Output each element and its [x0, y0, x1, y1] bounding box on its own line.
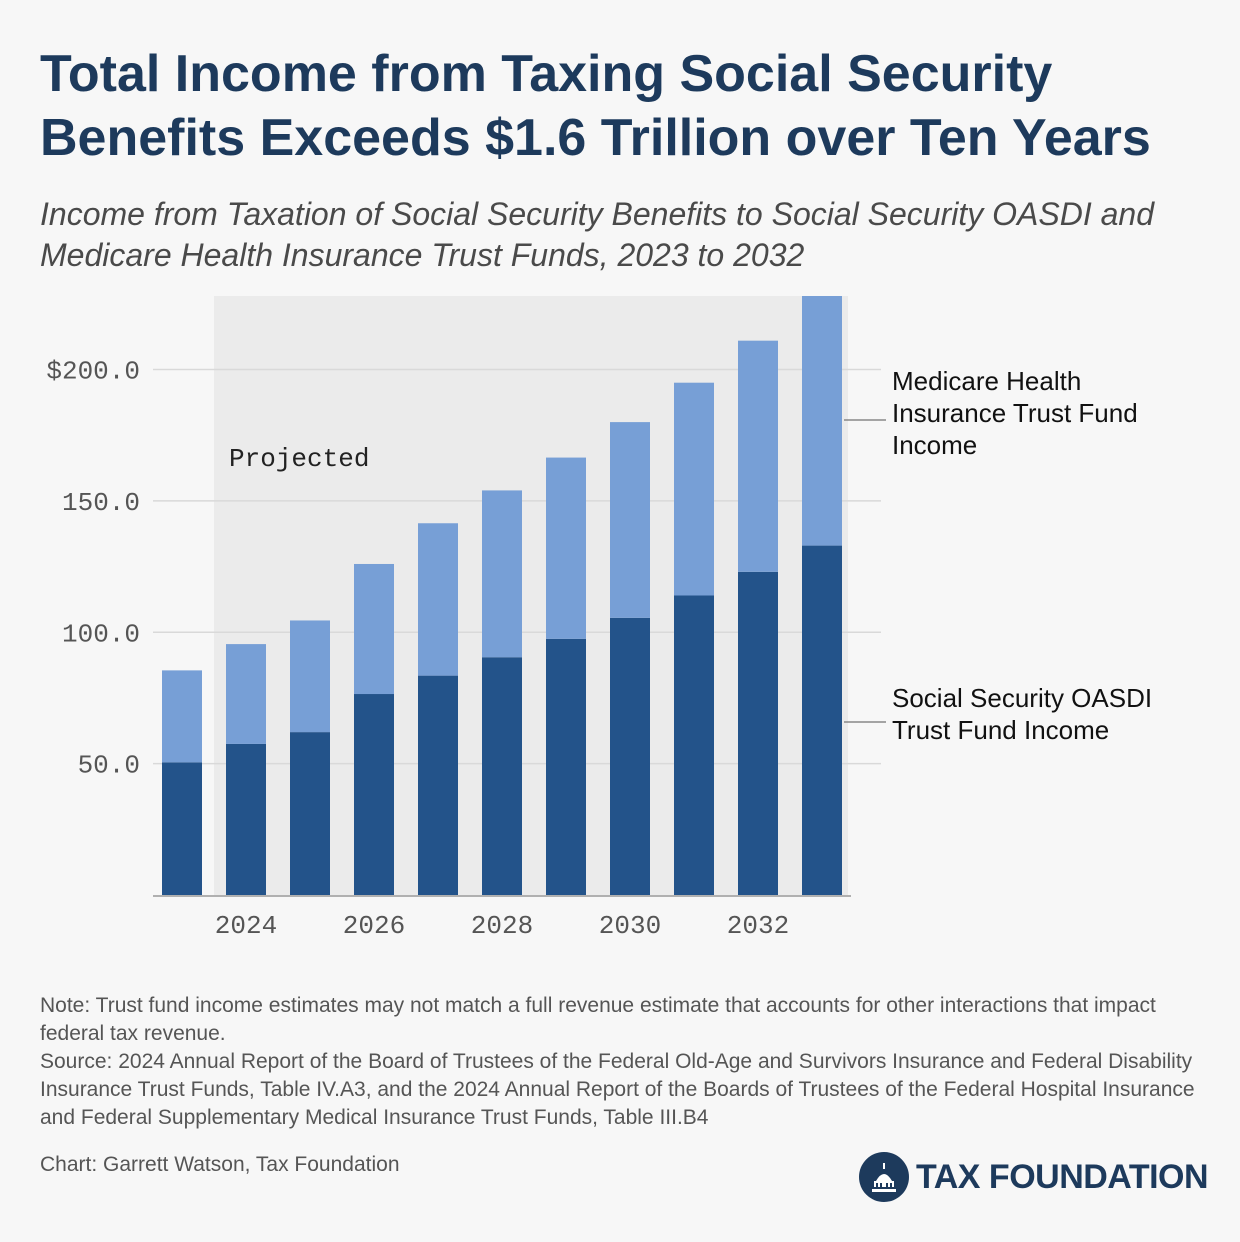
bar-oasdi-2025	[290, 732, 330, 895]
bar-oasdi-2026	[354, 694, 394, 895]
y-tick-label: 50.0	[78, 751, 140, 781]
chart-credit: Chart: Garrett Watson, Tax Foundation	[40, 1153, 400, 1176]
x-tick-label: 2032	[727, 911, 789, 941]
bar-oasdi-2031	[674, 595, 714, 895]
projected-annotation: Projected	[229, 444, 369, 474]
legend-label: Social Security OASDI	[892, 683, 1152, 713]
chart-source: Source: 2024 Annual Report of the Board …	[40, 1050, 1195, 1129]
bar-medicare-2025	[290, 620, 330, 733]
legend-label: Insurance Trust Fund	[892, 398, 1138, 428]
tax-foundation-logo: TAX FOUNDATION	[858, 1150, 1209, 1204]
bar-oasdi-2023	[162, 762, 202, 895]
legend-label: Trust Fund Income	[892, 715, 1109, 745]
y-tick-label: 150.0	[62, 488, 140, 518]
bar-oasdi-2028	[482, 657, 522, 895]
legend-label: Medicare Health	[892, 366, 1081, 396]
notes-block: Note: Trust fund income estimates may no…	[40, 992, 1200, 1132]
chart-subtitle: Income from Taxation of Social Security …	[40, 196, 1154, 273]
bar-oasdi-2024	[226, 743, 266, 895]
chart-title: Total Income from Taxing Social Security…	[40, 45, 1151, 167]
bar-oasdi-2030	[610, 617, 650, 895]
bar-medicare-2033	[802, 296, 842, 546]
bar-oasdi-2033	[802, 545, 842, 895]
bar-medicare-2024	[226, 644, 266, 744]
bar-oasdi-2027	[418, 675, 458, 895]
y-tick-label: 100.0	[62, 619, 140, 649]
bar-oasdi-2029	[546, 638, 586, 895]
capitol-dome-icon	[859, 1152, 909, 1202]
y-tick-label: $200.0	[46, 357, 140, 387]
bar-medicare-2031	[674, 382, 714, 596]
bar-medicare-2032	[738, 340, 778, 572]
logo-wordmark: TAX FOUNDATION	[916, 1157, 1209, 1196]
stacked-bar-chart: 50.0 100.0 150.0 $200.0 2024 2026 2028 2030 2032…	[46, 296, 1152, 941]
x-tick-label: 2030	[599, 911, 661, 941]
legend-label: Income	[892, 430, 977, 460]
chart-note: Note: Trust fund income estimates may no…	[40, 994, 1156, 1045]
bar-medicare-2029	[546, 457, 586, 639]
x-tick-label: 2026	[343, 911, 405, 941]
bar-oasdi-2032	[738, 571, 778, 895]
x-tick-label: 2028	[471, 911, 533, 941]
x-tick-label: 2024	[215, 911, 277, 941]
bar-medicare-2026	[354, 563, 394, 695]
bar-medicare-2030	[610, 422, 650, 618]
bar-medicare-2027	[418, 523, 458, 676]
bar-medicare-2028	[482, 490, 522, 658]
bar-medicare-2023	[162, 670, 202, 763]
